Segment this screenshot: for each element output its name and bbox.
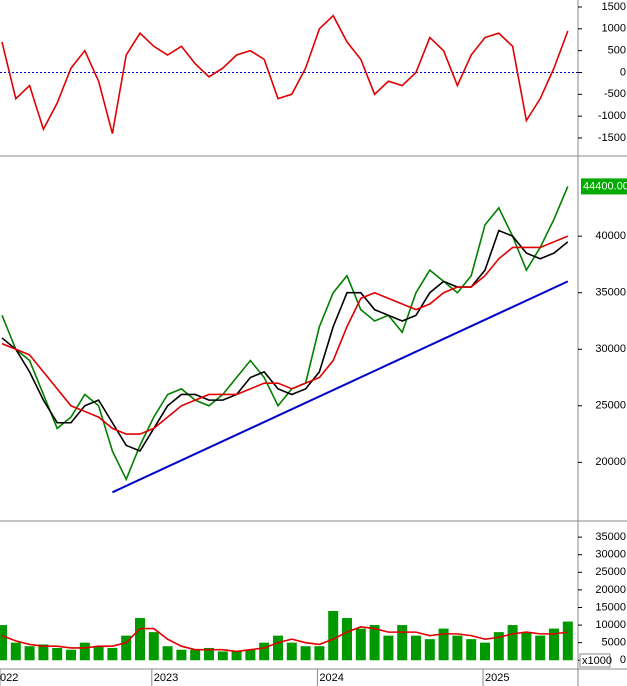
volume-bar	[562, 621, 573, 661]
y-tick-label: 1000	[602, 23, 626, 35]
unit-label: x1000	[582, 655, 612, 667]
volume-bar	[24, 646, 35, 661]
volume-bar	[66, 649, 76, 661]
volume-bar	[493, 632, 504, 661]
volume-bar	[342, 618, 352, 661]
y-tick-label: 30000	[595, 549, 626, 561]
volume-bar	[259, 642, 270, 661]
series-line	[1, 626, 568, 653]
volume-bar	[397, 625, 408, 661]
y-tick-label: 15000	[595, 601, 626, 613]
y-tick-label: -1500	[598, 132, 626, 144]
volume-bar	[148, 632, 159, 661]
volume-bar	[273, 635, 283, 661]
volume-bar	[217, 651, 228, 661]
volume-bar	[38, 644, 49, 661]
volume-bar	[369, 625, 380, 661]
y-tick-label: 25000	[595, 400, 626, 412]
last-price-label: 44400.00	[583, 180, 627, 192]
x-tick-label: 022	[0, 672, 18, 684]
volume-bar	[355, 628, 366, 661]
unit-box	[579, 653, 611, 668]
volume-bar	[383, 635, 394, 661]
volume-bar	[0, 625, 7, 661]
volume-bar	[314, 646, 325, 661]
y-tick-label: 1500	[602, 1, 626, 13]
x-tick-label: 2023	[154, 672, 178, 684]
y-tick-label: 20000	[595, 456, 626, 468]
y-tick-label: 0	[620, 654, 626, 666]
volume-bar	[10, 642, 21, 661]
y-tick-label: -1000	[598, 110, 626, 122]
volume-bar	[480, 642, 490, 661]
volume-bar	[438, 628, 449, 661]
series-line	[1, 229, 569, 453]
volume-bar	[121, 635, 132, 661]
y-tick-label: 5000	[602, 637, 626, 649]
volume-bar	[521, 632, 532, 661]
volume-bar	[286, 642, 297, 661]
y-tick-label: 35000	[595, 287, 626, 299]
y-tick-label: 35000	[595, 531, 626, 543]
volume-bar	[190, 649, 201, 661]
series-line	[1, 14, 569, 134]
volume-bar	[135, 618, 145, 661]
y-tick-label: 10000	[595, 619, 626, 631]
volume-bar	[507, 625, 518, 661]
volume-bar	[245, 649, 256, 661]
volume-bar	[93, 646, 104, 661]
volume-bar	[79, 642, 90, 661]
volume-bar	[107, 647, 118, 661]
last-price-box	[581, 178, 627, 195]
volume-bar	[328, 611, 339, 661]
volume-bar	[411, 635, 421, 661]
volume-bar	[452, 635, 463, 661]
x-tick-label: 2025	[485, 672, 509, 684]
volume-bar	[549, 628, 559, 661]
volume-bar	[466, 639, 477, 661]
volume-bar	[424, 639, 435, 661]
y-tick-label: 25000	[595, 566, 626, 578]
volume-bar	[535, 635, 546, 661]
volume-bar	[231, 651, 242, 661]
y-tick-label: 40000	[595, 230, 626, 242]
volume-bar	[52, 647, 63, 661]
y-tick-label: 30000	[595, 343, 626, 355]
volume-bar	[176, 649, 187, 661]
x-tick-label: 2024	[319, 672, 343, 684]
series-line	[1, 235, 569, 435]
volume-bar	[300, 646, 311, 661]
y-tick-label: -500	[604, 88, 626, 100]
series-line	[1, 186, 569, 482]
volume-bar	[204, 647, 214, 661]
trend-line	[111, 280, 569, 494]
y-tick-label: 0	[620, 66, 626, 78]
y-tick-label: 20000	[595, 584, 626, 596]
volume-bar	[162, 646, 173, 661]
y-tick-label: 500	[608, 45, 626, 57]
